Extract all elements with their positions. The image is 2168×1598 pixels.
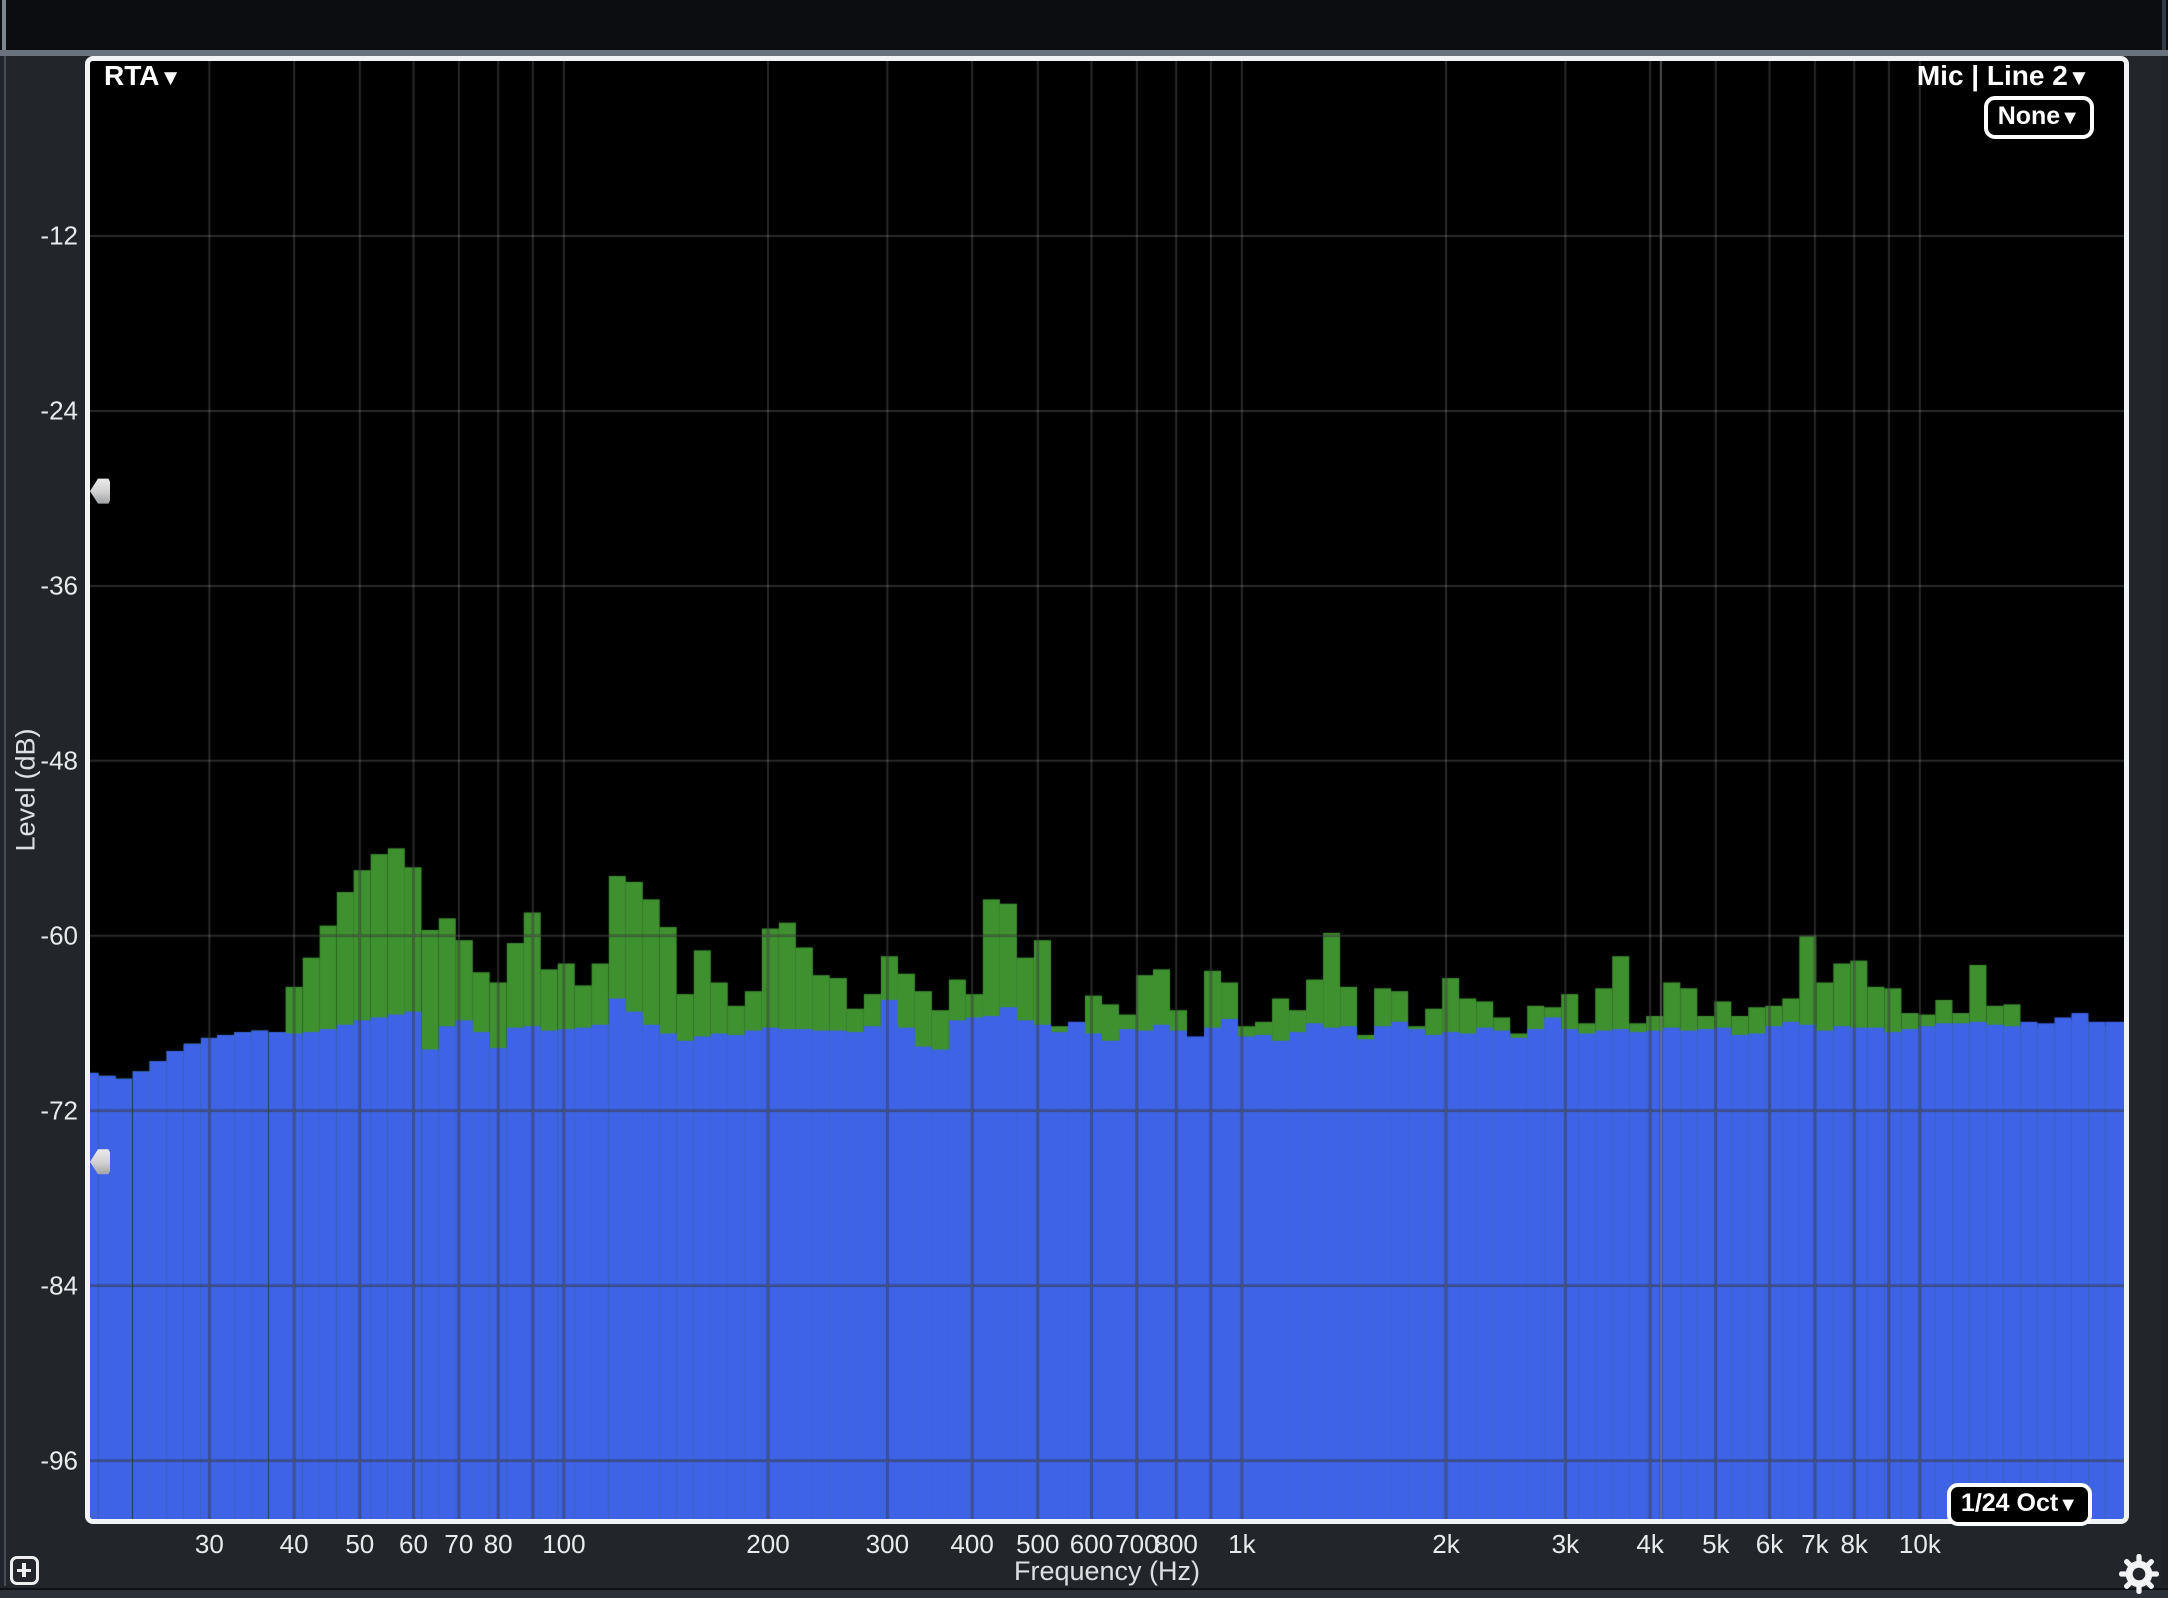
- y-tick-label: -72: [40, 1095, 78, 1126]
- x-tick-label: 4k: [1636, 1529, 1664, 1559]
- spectrum-plot[interactable]: [90, 61, 2124, 1519]
- x-tick-label: 8k: [1840, 1529, 1868, 1559]
- x-tick-label: 400: [950, 1529, 994, 1559]
- y-tick-label: -36: [40, 570, 78, 601]
- x-tick-label: 500: [1016, 1529, 1060, 1559]
- top-bar-left-edge: [2, 0, 6, 50]
- overlay-label: None: [1997, 102, 2061, 130]
- window-right-edge: [2161, 56, 2168, 1586]
- x-tick-label: 3k: [1551, 1529, 1580, 1559]
- x-tick-label: 10k: [1898, 1529, 1941, 1559]
- window-bottom-edge: [0, 1590, 2168, 1598]
- analyzer-mode-dropdown[interactable]: RTA▼: [104, 60, 182, 92]
- x-tick-label: 30: [194, 1529, 224, 1559]
- plus-icon: [22, 1563, 26, 1577]
- window-left-edge: [4, 56, 6, 1586]
- x-tick-label: 100: [542, 1529, 586, 1559]
- analyzer-mode-label: RTA: [104, 60, 160, 91]
- x-tick-label: 7k: [1801, 1529, 1829, 1559]
- settings-button[interactable]: [2118, 1553, 2160, 1595]
- resolution-dropdown-button[interactable]: 1/24 Oct▼: [1946, 1483, 2092, 1526]
- x-tick-label: 6k: [1755, 1529, 1784, 1559]
- chevron-down-icon: ▼: [2058, 1494, 2078, 1516]
- x-tick-label: 70: [444, 1529, 474, 1559]
- y-tick-label: -48: [40, 745, 78, 776]
- window-bottom-divider: [0, 1588, 2168, 1590]
- overlay-dropdown-button[interactable]: None▼: [1983, 96, 2094, 139]
- y-tick-label: -96: [40, 1445, 78, 1476]
- x-tick-label: 700: [1115, 1529, 1159, 1559]
- y-tick-label: -24: [40, 395, 78, 426]
- top-bar-right-edge: [2162, 0, 2166, 50]
- x-tick-label: 40: [279, 1529, 309, 1559]
- resolution-label: 1/24 Oct: [1960, 1489, 2059, 1517]
- x-tick-label: 50: [345, 1529, 375, 1559]
- chevron-down-icon: ▼: [2067, 65, 2090, 90]
- gear-icon-hole: [2132, 1567, 2146, 1581]
- x-tick-label: 600: [1069, 1529, 1114, 1559]
- x-tick-label: 2k: [1432, 1529, 1460, 1559]
- pane-separator[interactable]: [0, 50, 2168, 56]
- input-source-dropdown[interactable]: Mic | Line 2▼: [1917, 60, 2090, 92]
- level-handle-upper[interactable]: [90, 478, 110, 504]
- x-tick-label: 1k: [1228, 1529, 1256, 1559]
- y-tick-label: -60: [40, 920, 78, 951]
- y-axis-title: Level (dB): [10, 728, 41, 852]
- x-tick-label: 800: [1154, 1529, 1198, 1559]
- x-tick-label: 5k: [1702, 1529, 1730, 1559]
- top-bar: [0, 0, 2168, 50]
- level-handle-lower[interactable]: [90, 1149, 110, 1175]
- input-source-label: Mic | Line 2: [1916, 60, 2068, 91]
- x-axis-title: Frequency (Hz): [1013, 1556, 1201, 1586]
- x-tick-label: 80: [483, 1529, 513, 1559]
- add-view-button[interactable]: [10, 1556, 39, 1585]
- y-tick-label: -12: [40, 220, 78, 251]
- chevron-down-icon: ▼: [159, 65, 182, 90]
- x-tick-label: 200: [746, 1529, 790, 1559]
- y-tick-label: -84: [40, 1270, 78, 1301]
- spectrum-plot-frame: [85, 56, 2129, 1524]
- chevron-down-icon: ▼: [2060, 107, 2080, 129]
- x-tick-label: 60: [399, 1529, 428, 1559]
- x-tick-label: 300: [865, 1529, 910, 1559]
